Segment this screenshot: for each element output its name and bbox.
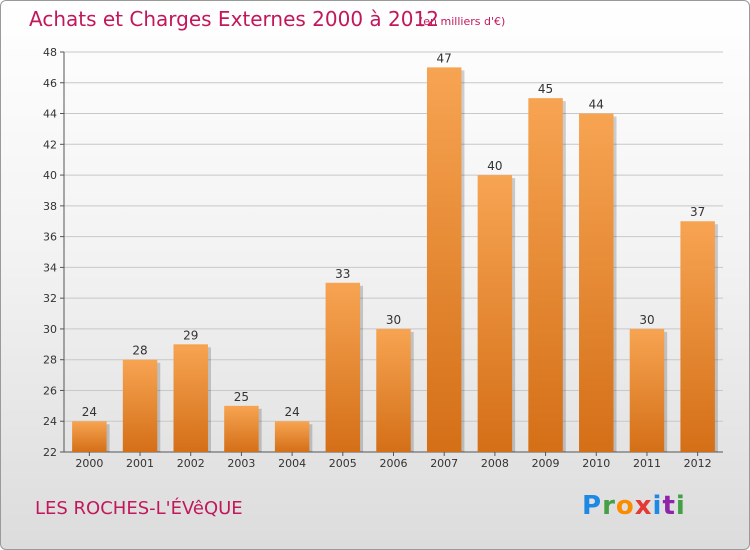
chart-title: Achats et Charges Externes 2000 à 2012: [29, 7, 439, 31]
data-label: 45: [538, 82, 553, 96]
bar: [173, 344, 208, 452]
data-label: 47: [437, 51, 452, 65]
bar: [528, 98, 563, 453]
data-label: 40: [487, 159, 502, 173]
y-tick-label: 46: [43, 77, 57, 90]
x-tick-label: 2004: [278, 457, 306, 470]
bar: [72, 421, 107, 452]
x-tick-label: 2008: [481, 457, 509, 470]
data-label: 30: [639, 313, 654, 327]
data-label: 28: [132, 344, 147, 358]
x-tick-label: 2001: [126, 457, 154, 470]
x-tick-label: 2011: [633, 457, 661, 470]
data-label: 44: [589, 98, 604, 112]
data-label: 24: [82, 405, 97, 419]
data-label: 24: [284, 405, 299, 419]
labels: 22 24 26 28 30 32 34 36 38 40 42 44 46 48 24 2000 28 2001…: [43, 46, 712, 470]
data-label: 37: [690, 205, 705, 219]
proxiti-logo: Proxiti: [582, 491, 686, 521]
y-tick-label: 48: [43, 46, 57, 59]
data-label: 25: [234, 390, 249, 404]
logo-letter: i: [675, 491, 686, 521]
x-tick-label: 2005: [329, 457, 357, 470]
y-tick-label: 38: [43, 200, 57, 213]
logo-letter: i: [652, 491, 663, 521]
bar: [224, 405, 259, 452]
bar: [579, 113, 614, 453]
x-tick-label: 2010: [582, 457, 610, 470]
y-tick-label: 40: [43, 169, 57, 182]
y-tick-label: 42: [43, 138, 57, 151]
data-label: 29: [183, 328, 198, 342]
logo-letter: r: [602, 491, 616, 521]
data-label: 30: [386, 313, 401, 327]
x-tick-label: 2000: [75, 457, 103, 470]
y-tick-label: 26: [43, 384, 57, 397]
bar: [325, 282, 361, 452]
bar: [426, 67, 462, 452]
y-tick-label: 28: [43, 354, 57, 367]
y-tick-label: 24: [43, 415, 57, 428]
x-tick-label: 2012: [684, 457, 712, 470]
y-tick-label: 34: [43, 261, 57, 274]
logo-letter: t: [662, 491, 676, 521]
data-label: 33: [335, 267, 350, 281]
bar: [274, 421, 310, 452]
y-tick-label: 36: [43, 231, 57, 244]
bar: [376, 328, 411, 452]
y-tick-label: 30: [43, 323, 57, 336]
y-tick-label: 22: [43, 446, 57, 459]
y-tick-label: 44: [43, 108, 57, 121]
bar: [477, 175, 513, 453]
logo-letter: x: [634, 491, 653, 521]
bars: [72, 67, 718, 453]
bar: [122, 359, 158, 452]
x-tick-label: 2009: [532, 457, 560, 470]
bar: [629, 328, 665, 452]
x-tick-label: 2002: [177, 457, 205, 470]
commune-name: LES ROCHES-L'ÉVêQUE: [35, 498, 243, 519]
chart-subtitle: (en milliers d'€): [419, 15, 506, 28]
bar: [680, 221, 715, 452]
logo-letter: o: [615, 491, 635, 521]
x-tick-label: 2003: [227, 457, 255, 470]
x-tick-label: 2006: [380, 457, 408, 470]
y-tick-label: 32: [43, 292, 57, 305]
x-tick-label: 2007: [430, 457, 458, 470]
logo-letter: P: [582, 491, 603, 521]
